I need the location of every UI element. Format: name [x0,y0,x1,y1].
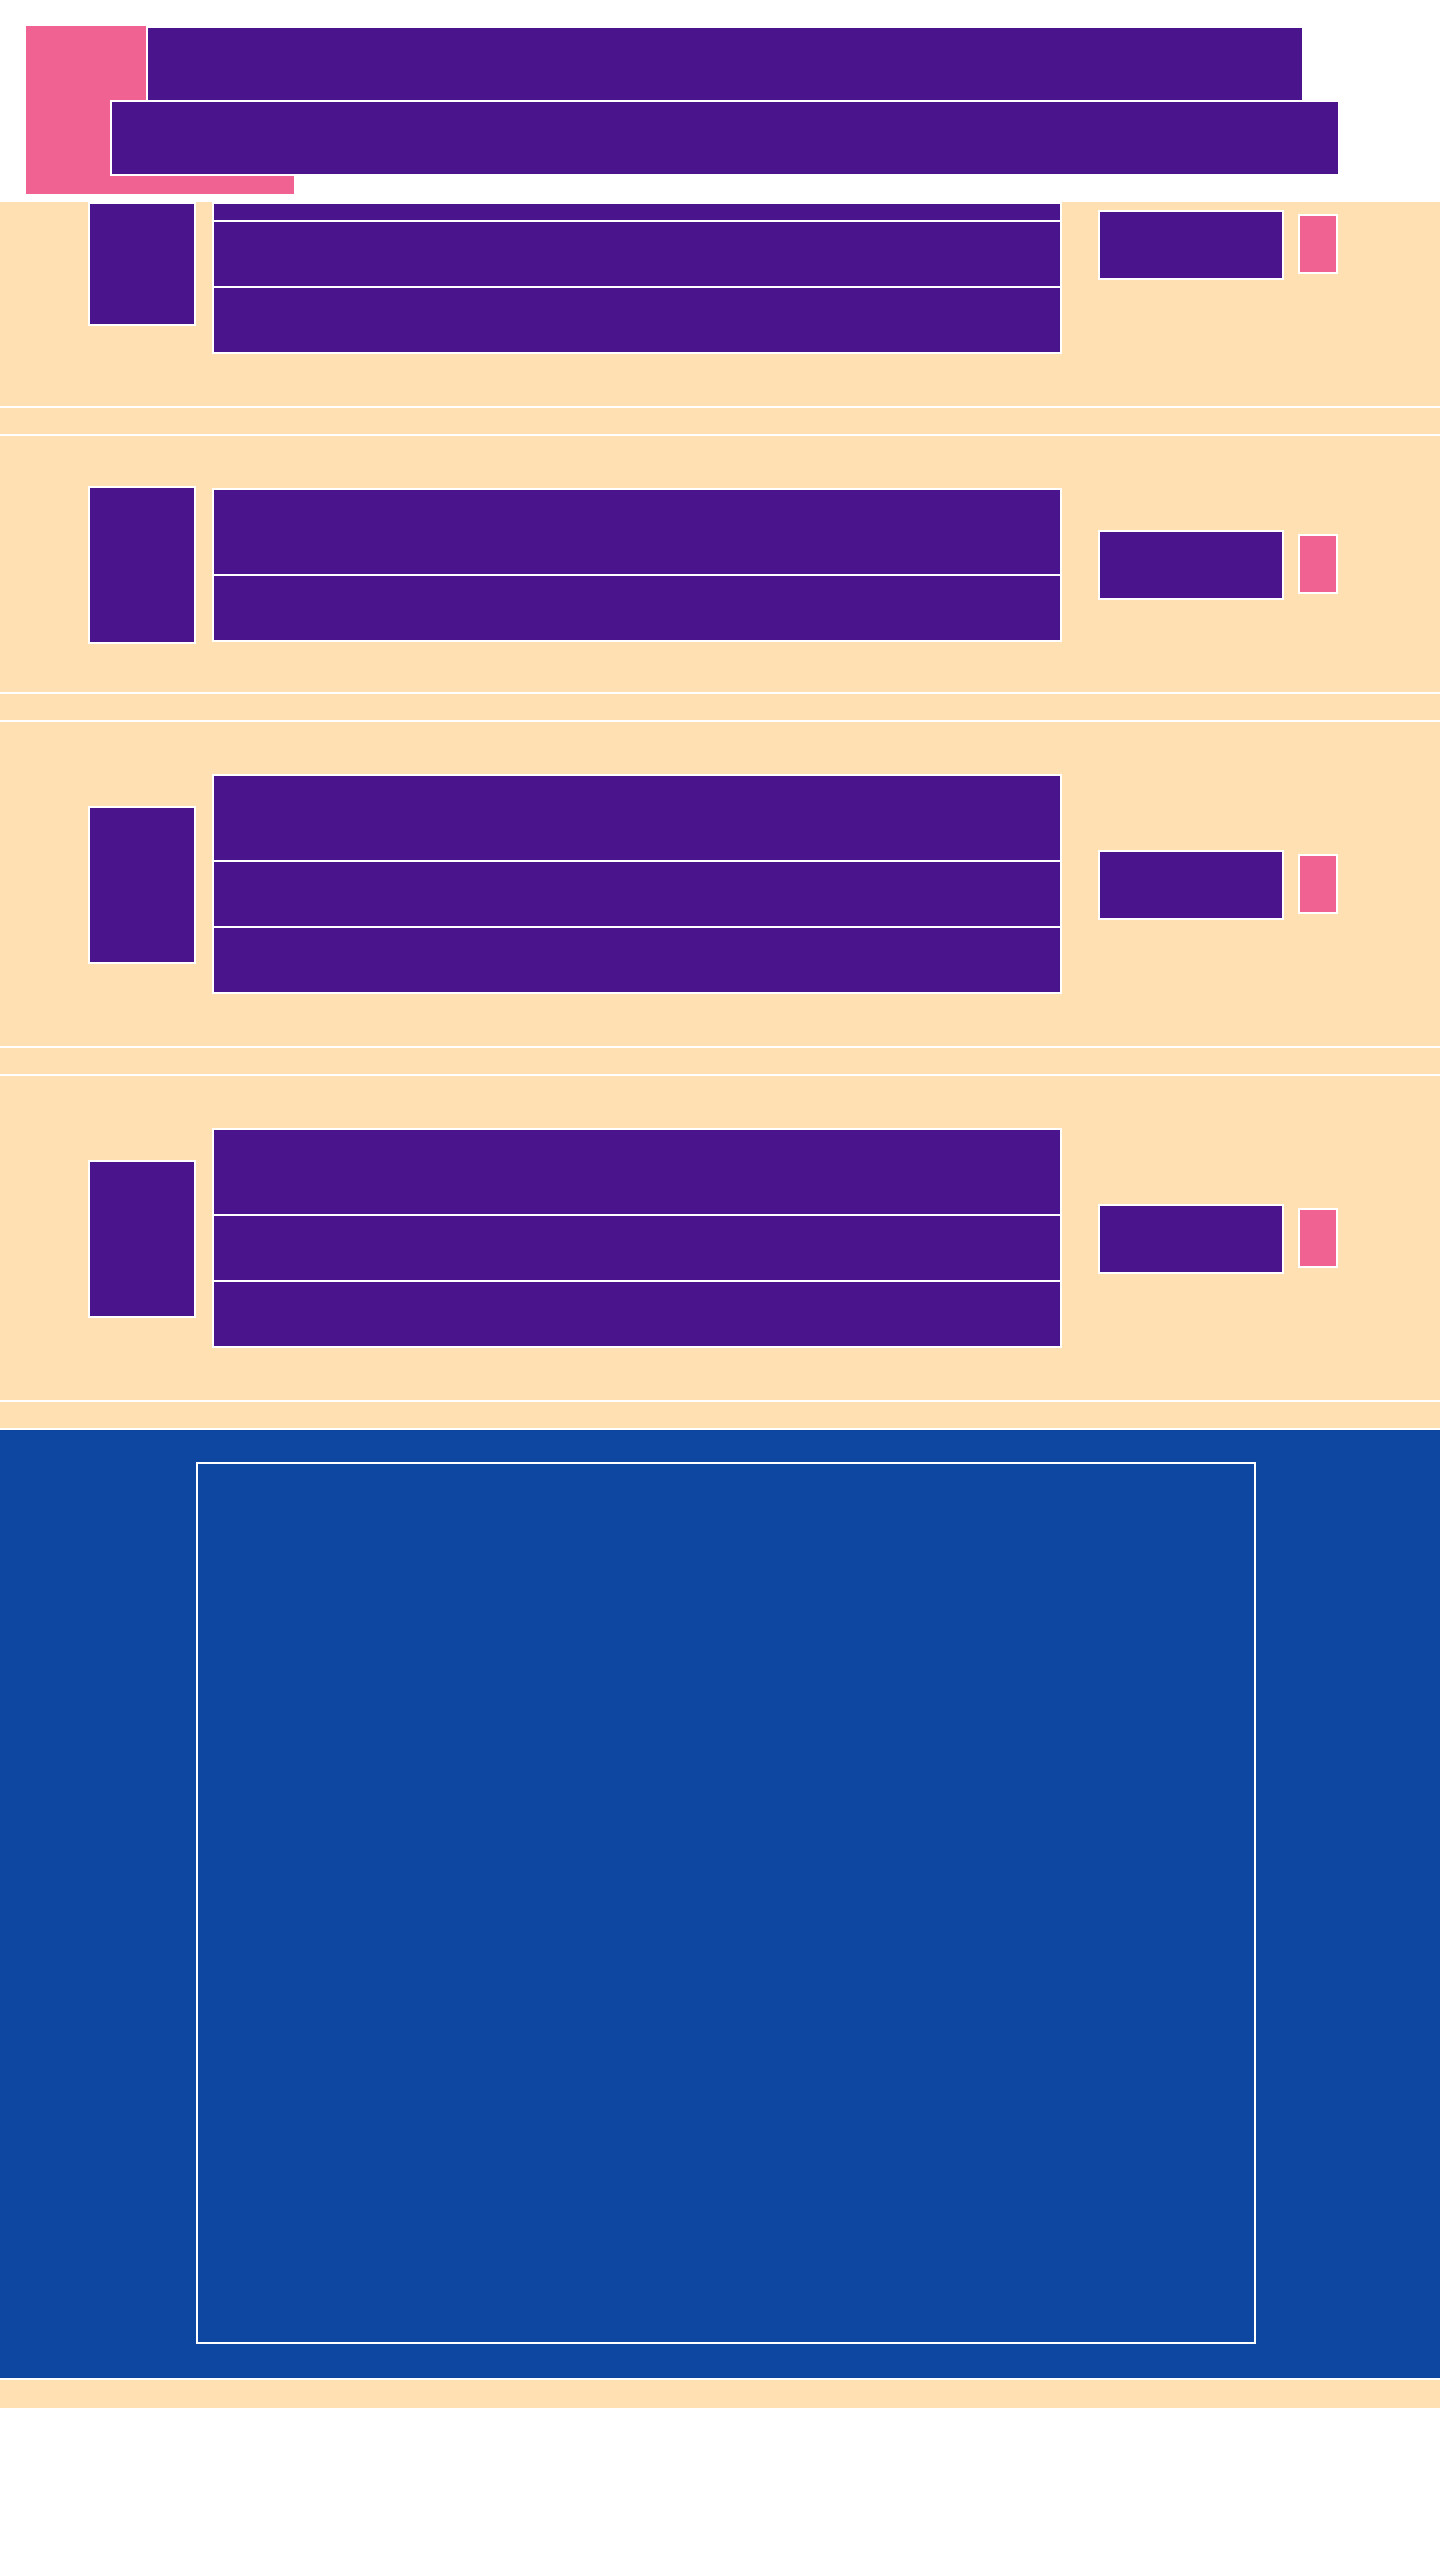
footer-strip [0,2380,1440,2408]
action-button[interactable] [1098,1204,1284,1274]
list-item-line [212,860,1062,928]
row-divider [0,406,1440,408]
action-button[interactable] [1098,530,1284,600]
thumbnail [88,1160,196,1318]
row-divider [0,1400,1440,1402]
badge-icon[interactable] [1298,854,1338,914]
list-item-line [212,220,1062,288]
page-bottom [0,2408,1440,2560]
action-button[interactable] [1098,850,1284,920]
action-button[interactable] [1098,210,1284,280]
list-item-line [212,774,1062,862]
list-item-line [212,926,1062,994]
thumbnail [88,806,196,964]
media-frame[interactable] [196,1462,1256,2344]
list-item-line [212,1214,1062,1282]
list-item-line [212,488,1062,576]
header-subtitle [110,100,1340,176]
list-item-line [212,1280,1062,1348]
badge-icon[interactable] [1298,214,1338,274]
thumbnail [88,486,196,644]
badge-icon[interactable] [1298,1208,1338,1268]
header-title [146,26,1304,102]
list-item-line [212,1128,1062,1216]
list-item-line [212,286,1062,354]
row-divider [0,692,1440,694]
badge-icon[interactable] [1298,534,1338,594]
row-divider [0,1046,1440,1048]
thumbnail [88,202,196,326]
list-item-line [212,574,1062,642]
list-item-line [212,202,1062,222]
